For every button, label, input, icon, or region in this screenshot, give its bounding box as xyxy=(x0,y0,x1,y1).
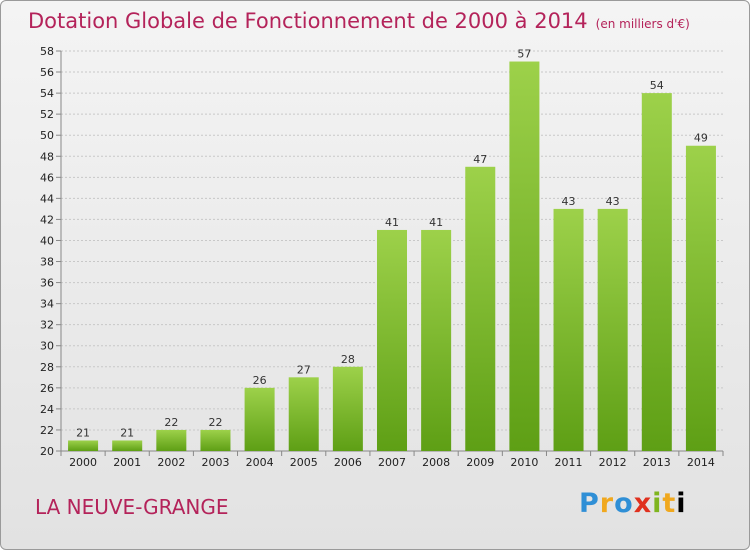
y-tick-label: 44 xyxy=(40,192,54,205)
chart-unit: (en milliers d'€) xyxy=(595,17,690,31)
value-label: 27 xyxy=(297,363,311,376)
value-label: 22 xyxy=(164,416,178,429)
value-label: 21 xyxy=(76,426,90,439)
x-tick-label: 2001 xyxy=(113,456,141,469)
value-label: 41 xyxy=(429,216,443,229)
bar-2008 xyxy=(421,229,452,451)
value-label: 49 xyxy=(694,132,708,145)
bar-2000 xyxy=(68,440,99,451)
bar-2011 xyxy=(553,208,584,451)
value-label: 47 xyxy=(473,153,487,166)
x-tick-label: 2010 xyxy=(510,456,538,469)
y-tick-label: 38 xyxy=(40,256,54,269)
value-label: 21 xyxy=(120,426,134,439)
bar-2013 xyxy=(641,93,672,452)
value-label: 43 xyxy=(606,195,620,208)
commune-name: LA NEUVE-GRANGE xyxy=(35,495,229,519)
y-tick-label: 26 xyxy=(40,382,54,395)
bar-2001 xyxy=(112,440,143,451)
y-tick-label: 32 xyxy=(40,319,54,332)
x-tick-label: 2013 xyxy=(643,456,671,469)
x-tick-label: 2007 xyxy=(378,456,406,469)
y-tick-label: 28 xyxy=(40,361,54,374)
y-tick-label: 34 xyxy=(40,298,54,311)
bar-2002 xyxy=(156,429,187,451)
y-tick-label: 48 xyxy=(40,150,54,163)
bar-2009 xyxy=(465,166,496,451)
x-tick-label: 2008 xyxy=(422,456,450,469)
proxiti-logo[interactable]: Proxiti xyxy=(579,488,687,519)
y-tick-label: 54 xyxy=(40,87,54,100)
value-label: 28 xyxy=(341,353,355,366)
x-tick-label: 2014 xyxy=(687,456,715,469)
y-tick-label: 56 xyxy=(40,66,54,79)
y-tick-label: 40 xyxy=(40,234,54,247)
x-tick-label: 2012 xyxy=(599,456,627,469)
value-label: 22 xyxy=(208,416,222,429)
y-tick-label: 46 xyxy=(40,171,54,184)
x-tick-label: 2002 xyxy=(157,456,185,469)
y-tick-label: 36 xyxy=(40,277,54,290)
bars: 21 21 22 22 26 27 28 41 41 47 57 43 43 54 49 xyxy=(68,48,716,452)
y-tick-label: 22 xyxy=(40,424,54,437)
bar-2006 xyxy=(332,366,363,451)
x-tick-label: 2011 xyxy=(555,456,583,469)
bar-2014 xyxy=(685,145,716,451)
bar-2012 xyxy=(597,208,628,451)
y-tick-label: 20 xyxy=(40,445,54,458)
y-tick-label: 52 xyxy=(40,108,54,121)
value-label: 41 xyxy=(385,216,399,229)
y-tick-label: 42 xyxy=(40,213,54,226)
bar-2007 xyxy=(376,229,408,451)
x-axis: 2000 2001 2002 2003 2004 2005 2006 2007 2008 2009… xyxy=(60,451,724,469)
y-tick-label: 24 xyxy=(40,403,54,416)
x-tick-label: 2005 xyxy=(290,456,318,469)
bar-2003 xyxy=(200,429,231,451)
x-tick-label: 2009 xyxy=(466,456,494,469)
value-label: 54 xyxy=(650,79,664,92)
chart-title: Dotation Globale de Fonctionnement de 20… xyxy=(28,9,690,33)
bar-2005 xyxy=(288,377,319,451)
value-label: 26 xyxy=(253,374,267,387)
x-tick-label: 2006 xyxy=(334,456,362,469)
value-label: 57 xyxy=(517,48,531,61)
y-tick-label: 50 xyxy=(40,129,54,142)
x-tick-label: 2004 xyxy=(246,456,274,469)
y-tick-label: 30 xyxy=(40,340,54,353)
value-label: 43 xyxy=(562,195,576,208)
bar-2004 xyxy=(244,387,275,451)
x-tick-label: 2003 xyxy=(201,456,229,469)
y-tick-label: 58 xyxy=(40,45,54,58)
bar-2010 xyxy=(509,61,540,452)
x-tick-label: 2000 xyxy=(69,456,97,469)
